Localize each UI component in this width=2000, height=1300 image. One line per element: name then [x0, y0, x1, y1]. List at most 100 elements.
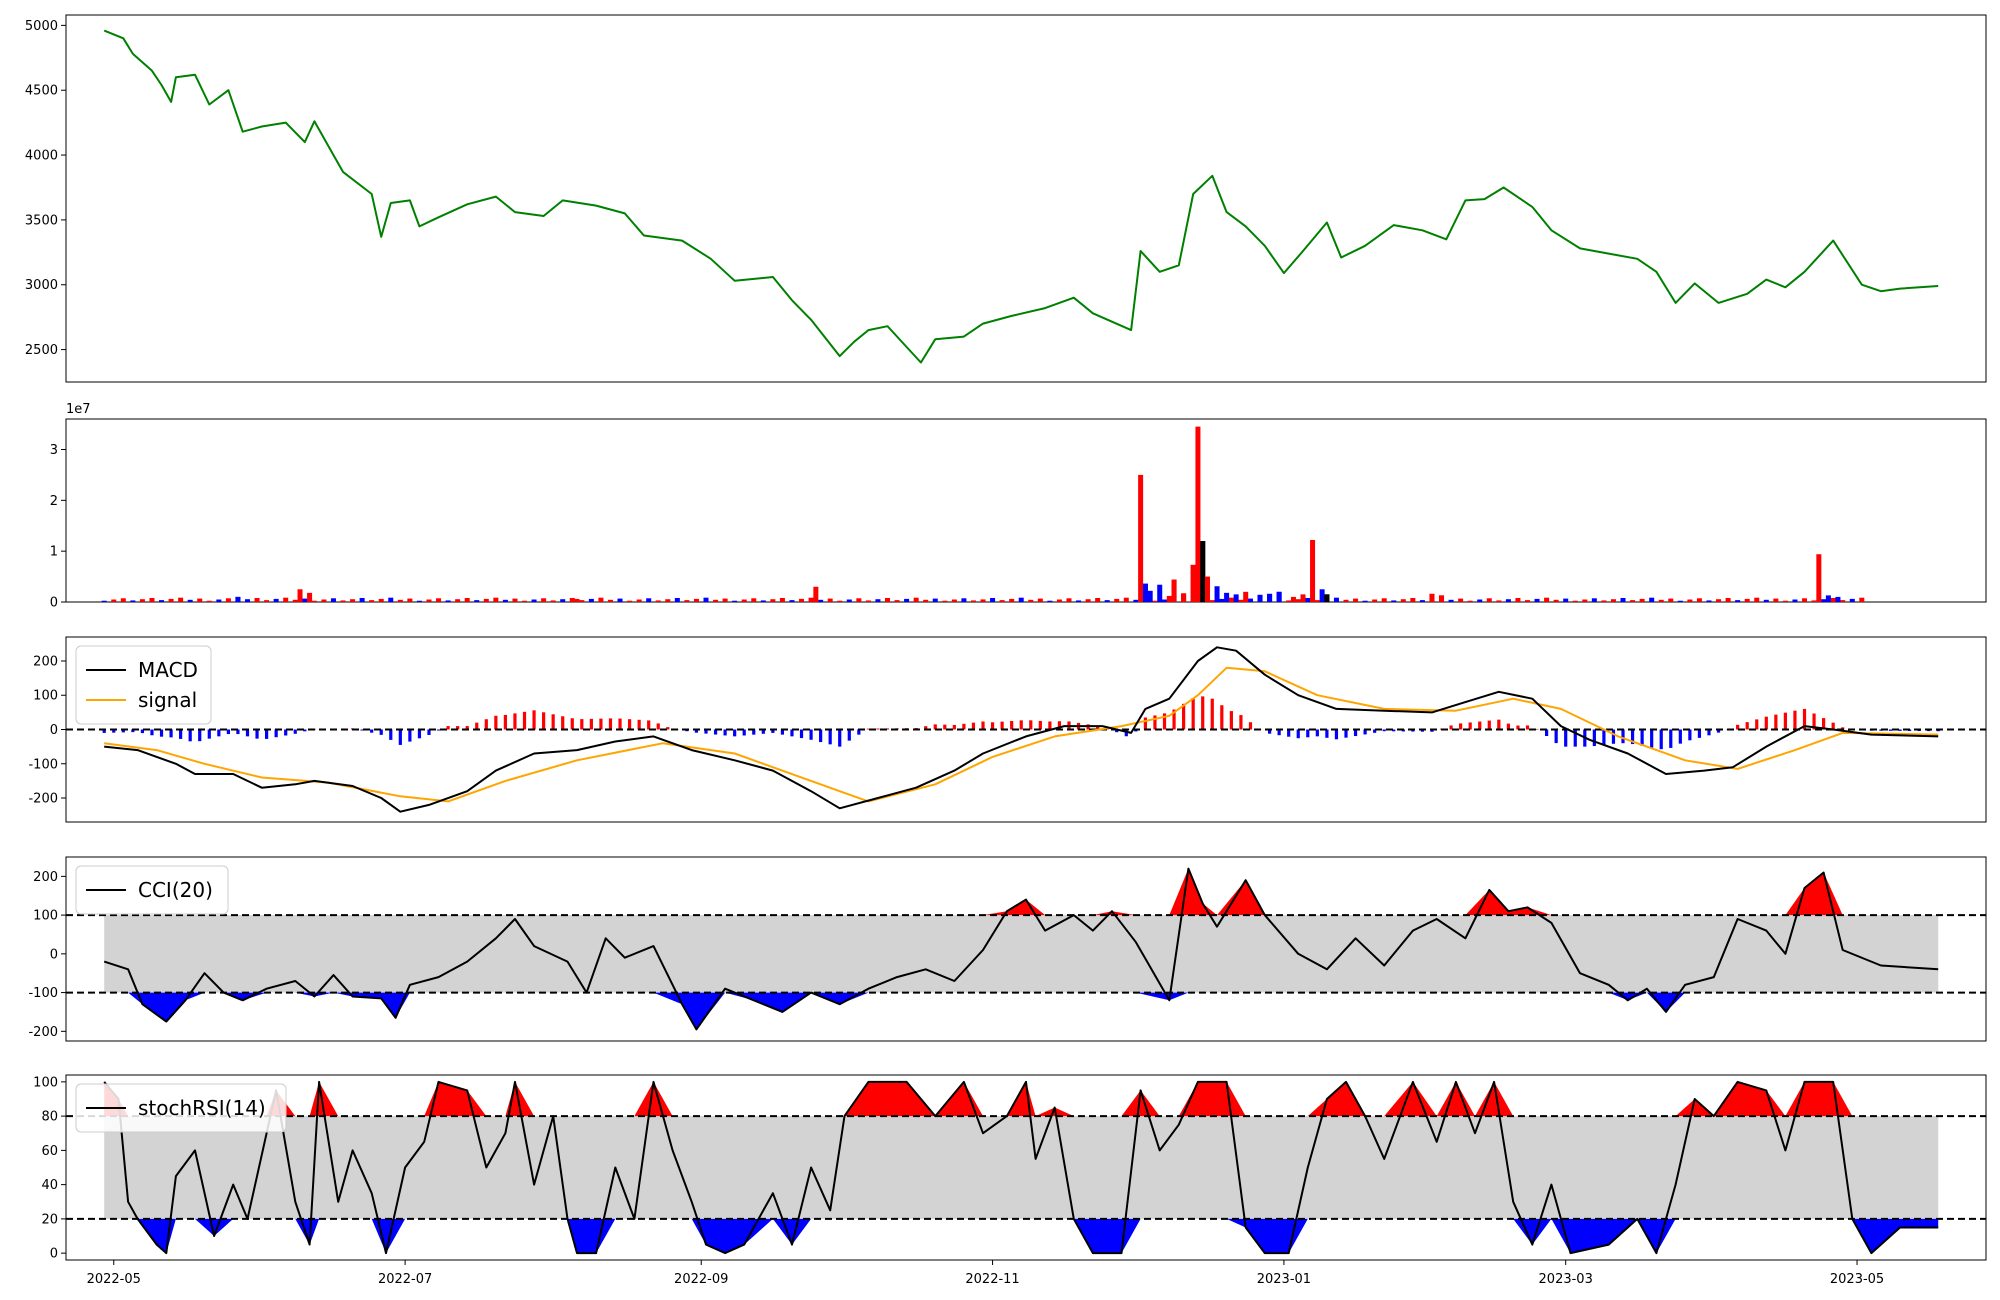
y-tick-label: 0 [50, 1247, 58, 1262]
legend-box [75, 865, 229, 915]
volume-bar [1687, 599, 1693, 602]
macd-histogram-bar [1277, 729, 1281, 736]
macd-histogram-bar [198, 729, 202, 742]
macd-histogram-bar [436, 729, 441, 731]
macd-histogram-bar [1201, 696, 1205, 730]
macd-histogram-bar [570, 718, 574, 730]
macd-histogram-bar [1459, 723, 1463, 730]
macd-histogram-bar [1783, 712, 1788, 730]
volume-bar [1696, 598, 1702, 602]
macd-histogram-bar [398, 729, 402, 745]
volume-bar [1553, 599, 1559, 602]
volume-bar [846, 599, 852, 602]
volume-bar [779, 597, 785, 602]
macd-histogram-bar [255, 729, 259, 739]
volume-bar [693, 598, 699, 602]
volume-bar [741, 599, 747, 602]
volume-bar [1601, 600, 1607, 602]
macd-histogram-bar [179, 729, 183, 739]
y-tick-label: 100 [33, 909, 58, 924]
volume-bar [770, 599, 776, 602]
volume-bar [588, 598, 594, 602]
macd-histogram-bar [1229, 711, 1233, 730]
macd-histogram-bar [1573, 729, 1577, 747]
macd-histogram-bar [484, 719, 488, 730]
volume-bar [1811, 600, 1817, 602]
macd-histogram-bar [647, 720, 651, 730]
y-tick-label: -100 [28, 757, 58, 772]
volume-bar [1028, 599, 1034, 602]
volume-bar [1677, 600, 1683, 602]
volume-bar [1639, 598, 1645, 602]
volume-bar [1305, 597, 1311, 602]
macd-histogram-bar [1382, 729, 1386, 732]
volume-bar [1802, 598, 1808, 602]
volume-bar [827, 598, 833, 602]
overbought-fill [104, 868, 1939, 916]
volume-bar [455, 599, 461, 602]
volume-bar [1286, 600, 1292, 602]
volume-bar [483, 598, 489, 602]
volume-bar [139, 599, 145, 602]
y-tick-label: -100 [28, 986, 58, 1001]
neutral-band [104, 915, 1939, 993]
y-tick-label: 3000 [25, 278, 58, 293]
volume-bar [531, 599, 537, 602]
indicator-line [103, 1080, 1939, 1255]
macd-histogram-bar [666, 727, 670, 730]
volume-spike-bar [1310, 539, 1316, 602]
volume-bar [101, 600, 107, 602]
volume-bar [1076, 600, 1082, 602]
volume-bar [1849, 598, 1855, 602]
volume-bar [1477, 599, 1483, 602]
neutral-band [104, 1116, 1939, 1219]
volume-bar [894, 600, 900, 602]
legend-label: stochRSI(14) [138, 1096, 266, 1120]
macd-histogram-bar [1430, 729, 1434, 732]
volume-bar [1821, 599, 1827, 602]
legend-label: CCI(20) [138, 878, 213, 902]
macd-histogram-bar [1841, 727, 1845, 730]
macd-histogram-bar [1353, 729, 1358, 737]
y-tick-label: -200 [28, 792, 58, 807]
macd-histogram-bar [933, 724, 937, 730]
volume-bar [206, 600, 212, 602]
y-tick-label: 60 [41, 1144, 58, 1159]
panel-frame [65, 856, 1987, 1042]
volume-spike-bar [1214, 586, 1220, 602]
macd-histogram-bar [885, 728, 890, 730]
volume-bar [388, 597, 394, 602]
macd-histogram-bar [952, 724, 956, 730]
macd-histogram-bar [1888, 729, 1893, 731]
macd-histogram-bar [1716, 729, 1721, 733]
volume-bar [1658, 599, 1664, 602]
macd-histogram-bar [981, 721, 985, 730]
volume-bar [197, 598, 203, 602]
volume-spike-bar [813, 586, 819, 602]
volume-bar [1066, 598, 1072, 602]
macd-histogram-bar [723, 729, 727, 736]
x-tick-label: 2023-05 [1830, 1272, 1884, 1287]
macd-histogram-bar [169, 729, 173, 738]
volume-bar [598, 597, 604, 602]
volume-bar [1372, 599, 1378, 602]
macd-histogram-bar [761, 729, 765, 734]
volume-bar [512, 598, 518, 602]
volume-bar [942, 600, 948, 602]
volume-bar [1610, 599, 1616, 602]
macd-histogram-bar [656, 723, 660, 730]
volume-bar [359, 597, 365, 602]
macd-histogram-bar [924, 726, 928, 730]
macd-histogram-bar [1315, 729, 1319, 737]
volume-bar [1247, 598, 1253, 602]
volume-bar [1400, 599, 1406, 602]
volume-bar [713, 599, 719, 602]
macd-histogram-bar [1373, 729, 1377, 733]
macd-histogram-bar [417, 729, 422, 739]
legend-box [75, 1083, 287, 1133]
macd-histogram-bar [828, 729, 832, 745]
volume-bar [856, 598, 862, 602]
volume-spike-bar [1319, 589, 1325, 602]
volume-bar [159, 600, 165, 602]
y-tick-label: 4500 [25, 84, 58, 99]
